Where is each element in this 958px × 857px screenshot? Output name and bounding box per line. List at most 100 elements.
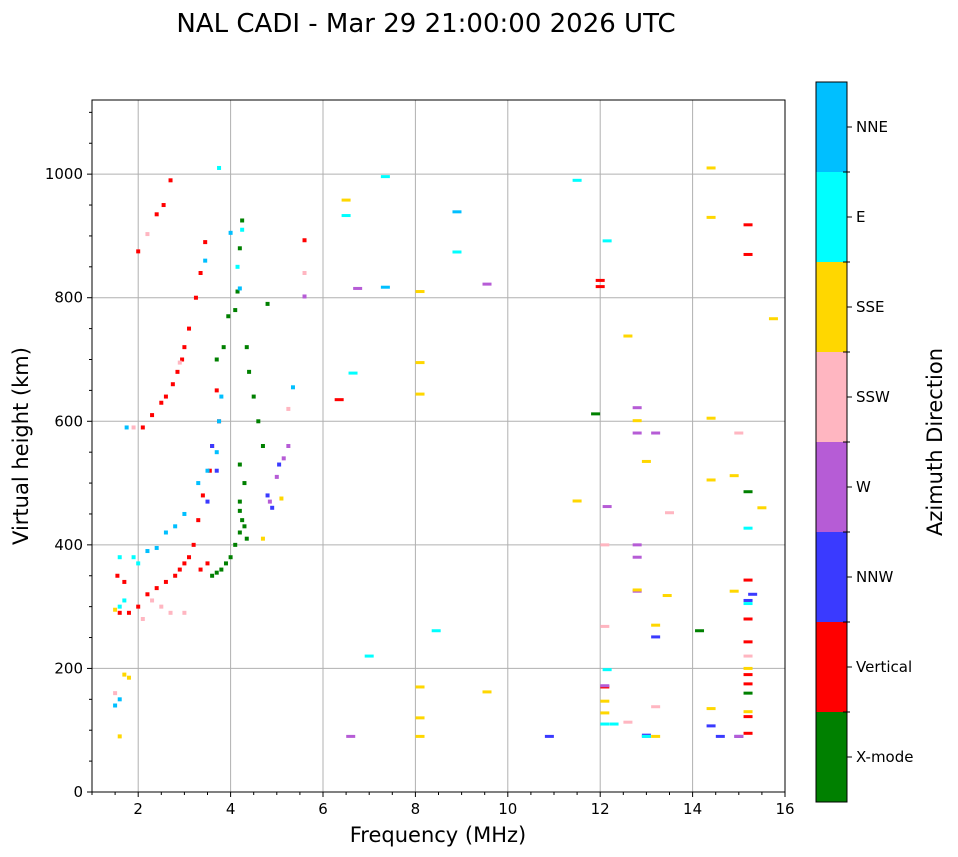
data-point: [641, 459, 651, 463]
y-axis-ticks: 0 200 400 600 800 1000: [45, 111, 92, 801]
data-point: [743, 617, 753, 621]
data-point: [651, 705, 661, 709]
x-axis-label: Frequency (MHz): [350, 823, 526, 847]
data-point: [203, 240, 208, 245]
chart-title: NAL CADI - Mar 29 21:00:00 2026 UTC: [176, 9, 675, 39]
data-point: [482, 690, 492, 694]
colorbar-tick-label: X-mode: [856, 748, 913, 766]
colorbar-tick-label: SSW: [856, 388, 890, 406]
data-point: [415, 734, 425, 738]
data-point: [415, 685, 425, 689]
data-point: [706, 478, 716, 482]
data-point: [743, 490, 753, 494]
data-point: [600, 624, 610, 628]
data-point: [341, 198, 351, 202]
data-point: [191, 542, 196, 547]
data-point: [233, 542, 238, 547]
data-point: [177, 360, 182, 365]
data-point: [256, 419, 261, 424]
data-point: [348, 371, 358, 375]
data-point: [260, 536, 265, 541]
data-point: [219, 394, 224, 399]
series-x-mode: [210, 218, 753, 695]
data-point: [136, 561, 141, 566]
data-point: [170, 382, 175, 387]
data-point: [743, 691, 753, 695]
data-point: [452, 210, 462, 214]
data-point: [270, 505, 275, 510]
data-point: [210, 573, 215, 578]
data-point: [695, 629, 705, 633]
data-point: [244, 345, 249, 350]
data-point: [279, 496, 284, 501]
data-point: [242, 481, 247, 486]
x-tick-label: 8: [411, 800, 421, 818]
data-point: [140, 425, 145, 430]
data-point: [482, 282, 492, 286]
data-point: [175, 369, 180, 374]
data-point: [131, 425, 136, 430]
data-point: [715, 734, 725, 738]
data-point: [159, 604, 164, 609]
data-point: [205, 468, 210, 473]
data-point: [380, 285, 390, 289]
data-point: [196, 518, 201, 523]
data-point: [122, 672, 127, 677]
data-point: [237, 286, 242, 291]
data-point: [623, 720, 633, 724]
data-point: [154, 545, 159, 550]
data-point: [214, 570, 219, 575]
data-point: [124, 425, 129, 430]
colorbar-tick-label: SSE: [856, 298, 885, 316]
data-point: [163, 530, 168, 535]
y-tick-label: 800: [54, 289, 83, 307]
data-point: [757, 506, 767, 510]
data-point: [247, 369, 252, 374]
data-point: [117, 734, 122, 739]
data-point: [182, 561, 187, 566]
data-point: [706, 707, 716, 711]
data-point: [180, 357, 185, 362]
data-point: [182, 345, 187, 350]
data-point: [602, 668, 612, 672]
series-e: [117, 165, 753, 738]
data-point: [113, 607, 118, 612]
data-point: [113, 703, 118, 708]
data-point: [168, 178, 173, 183]
colorbar-tick-label: NNW: [856, 568, 893, 586]
data-point: [729, 589, 739, 593]
data-point: [131, 555, 136, 560]
data-point: [145, 549, 150, 554]
grid-lines: [92, 100, 786, 793]
plot-frame: [91, 99, 786, 793]
colorbar-segment: [816, 82, 847, 172]
series-nne: [113, 210, 462, 708]
data-point: [210, 444, 215, 448]
data-point: [734, 431, 744, 435]
data-point: [193, 295, 198, 300]
data-point: [219, 567, 224, 572]
series-nnw: [205, 444, 758, 738]
x-tick-label: 2: [133, 800, 143, 818]
colorbar-segment: [816, 262, 847, 352]
colorbar-tick-label: Vertical: [856, 658, 912, 676]
data-point: [743, 252, 753, 256]
data-point: [223, 561, 228, 566]
data-point: [145, 232, 150, 237]
data-point: [431, 629, 441, 633]
data-point: [187, 326, 192, 331]
data-point: [734, 734, 744, 738]
data-point: [237, 462, 242, 467]
data-point: [274, 474, 279, 479]
data-point: [743, 640, 753, 644]
data-point: [233, 308, 238, 313]
data-point: [115, 573, 120, 578]
data-point: [117, 604, 122, 609]
data-point: [265, 493, 270, 498]
data-point: [122, 598, 127, 603]
data-point: [706, 416, 716, 420]
data-point: [214, 468, 219, 473]
x-tick-label: 14: [683, 800, 702, 818]
y-tick-label: 600: [54, 412, 83, 430]
data-point: [768, 317, 778, 321]
